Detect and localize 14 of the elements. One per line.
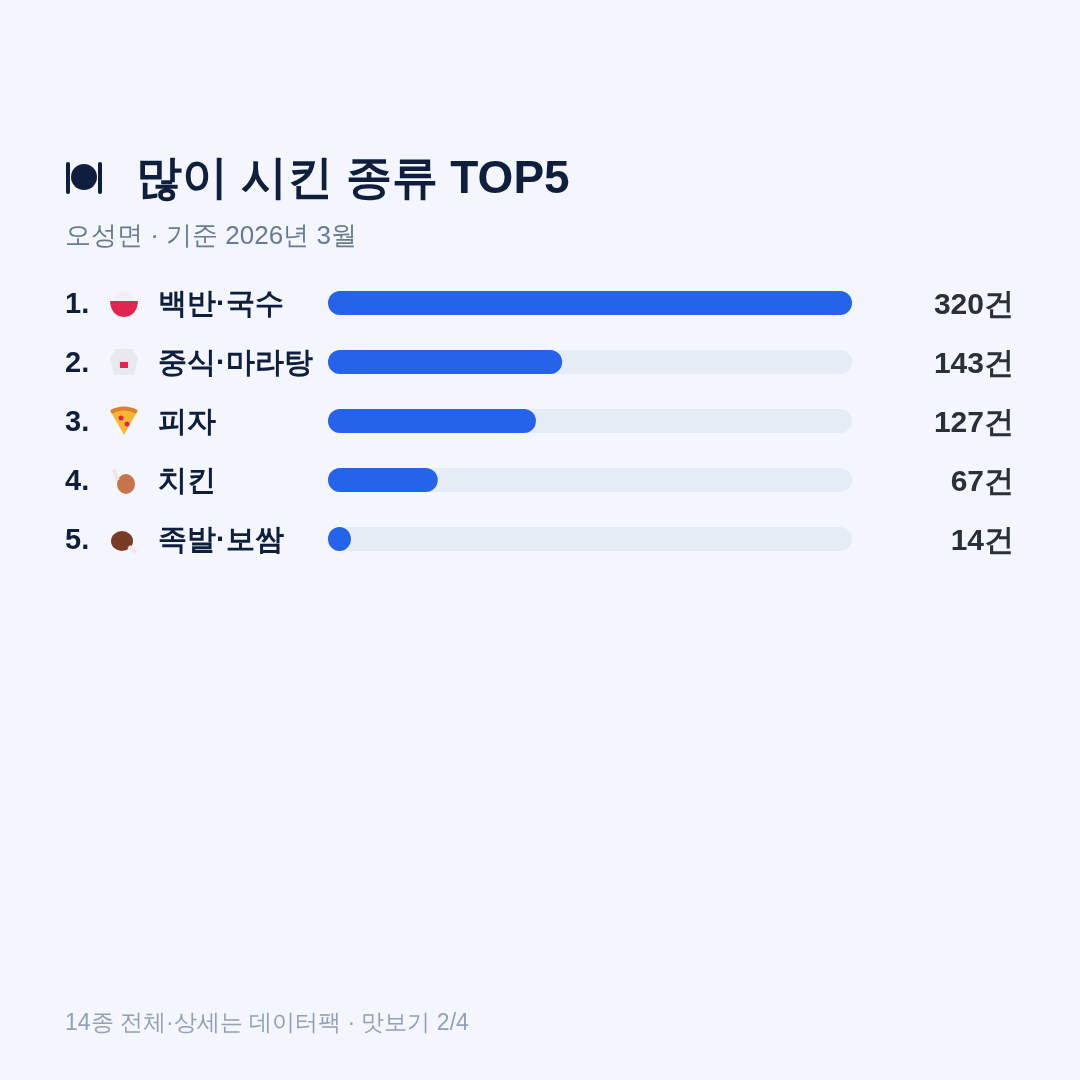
data-label: 143건 — [933, 346, 1014, 379]
data-label: 320건 — [933, 287, 1014, 320]
category-label: 5. 족발·보쌈 — [65, 523, 284, 555]
chart-subtitle: 오성면 · 기준 2026년 3월 — [65, 220, 357, 250]
bar — [328, 468, 438, 492]
category-label: 1. 백반·국수 — [65, 287, 284, 319]
data-label: 14건 — [950, 523, 1014, 556]
data-label: 127건 — [933, 405, 1014, 438]
category-label: 2. 중식·마라탕 — [65, 346, 313, 378]
category-label: 3. 피자 — [65, 405, 216, 437]
data-label: 67건 — [950, 464, 1014, 497]
chart-title: 많이 시킨 종류 TOP5 — [136, 151, 570, 203]
text: 14종 전체·상세는 데이터팩 · 맛보기 2/4 — [65, 1009, 470, 1035]
category-label: 4. 치킨 — [65, 464, 216, 496]
